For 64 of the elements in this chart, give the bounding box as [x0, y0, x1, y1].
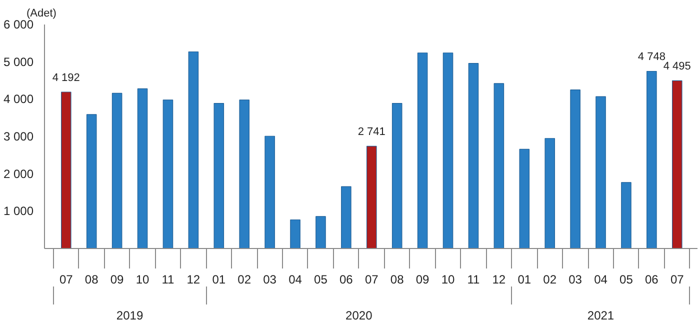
- bar: [162, 100, 174, 248]
- bar: [646, 70, 657, 248]
- bar: [264, 136, 275, 248]
- bar: [316, 216, 326, 248]
- bar: [239, 100, 250, 248]
- x-tick-label: 05: [314, 272, 328, 286]
- x-tick-label: 06: [645, 272, 659, 286]
- text: 2020: [346, 308, 373, 322]
- x-tick-label: 04: [288, 272, 302, 286]
- y-tick-label: 3 000: [3, 130, 34, 144]
- bar: [519, 148, 530, 248]
- text: 2021: [587, 308, 614, 322]
- bar: [494, 83, 504, 248]
- x-tick-label: 01: [518, 272, 532, 286]
- y-tick-label: 6 000: [3, 18, 34, 32]
- bar: [86, 114, 97, 248]
- bar: [442, 52, 454, 248]
- bar: [570, 90, 580, 248]
- x-tick-label: 09: [416, 272, 430, 286]
- x-tick-label: 08: [390, 272, 404, 286]
- x-tick-label: 02: [238, 272, 252, 286]
- x-tick-label: 05: [620, 272, 634, 286]
- bar: [596, 96, 606, 248]
- x-tick-label: 07: [364, 272, 379, 286]
- x-tick-label: 10: [441, 272, 456, 286]
- y-axis-title: (Adet): [26, 8, 56, 20]
- x-tick-label: 03: [568, 272, 582, 286]
- bar: [392, 102, 402, 248]
- y-tick-label: 2 000: [3, 166, 34, 181]
- bar: [188, 51, 199, 248]
- x-tick-label: 02: [543, 272, 557, 286]
- x-tick-label: 11: [162, 272, 175, 286]
- bar: [468, 63, 479, 248]
- bar: [544, 138, 555, 248]
- bar: [621, 182, 632, 248]
- data-label: 4 495: [663, 60, 691, 73]
- x-tick-label: 07: [670, 272, 684, 286]
- x-tick-label: 09: [110, 272, 124, 286]
- bar: [290, 219, 300, 248]
- bar: [341, 186, 352, 248]
- x-tick-label: 12: [492, 272, 506, 286]
- y-tick-label: 1 000: [3, 204, 34, 218]
- y-tick-label: 5 000: [3, 54, 34, 69]
- data-label: 2 741: [358, 126, 386, 138]
- x-tick-label: 06: [340, 272, 354, 286]
- x-tick-label: 10: [136, 272, 150, 286]
- bar: [672, 80, 682, 248]
- x-tick-label: 08: [84, 272, 99, 286]
- x-tick-label: 03: [263, 272, 277, 286]
- y-tick-label: 4 000: [3, 92, 34, 106]
- x-tick-label: 11: [467, 272, 480, 286]
- bar: [61, 92, 72, 248]
- data-label: 4 748: [638, 51, 666, 64]
- x-tick-label: 01: [212, 272, 226, 286]
- x-tick-label: 07: [59, 272, 74, 286]
- x-tick-label: 12: [186, 272, 200, 286]
- x-tick-label: 04: [594, 272, 608, 286]
- bar: [137, 88, 148, 248]
- bar: [417, 52, 428, 248]
- bar: [214, 102, 224, 248]
- text: 2019: [116, 308, 144, 322]
- bar: [112, 92, 122, 248]
- data-label: 4 192: [52, 72, 80, 84]
- bar: [366, 146, 377, 248]
